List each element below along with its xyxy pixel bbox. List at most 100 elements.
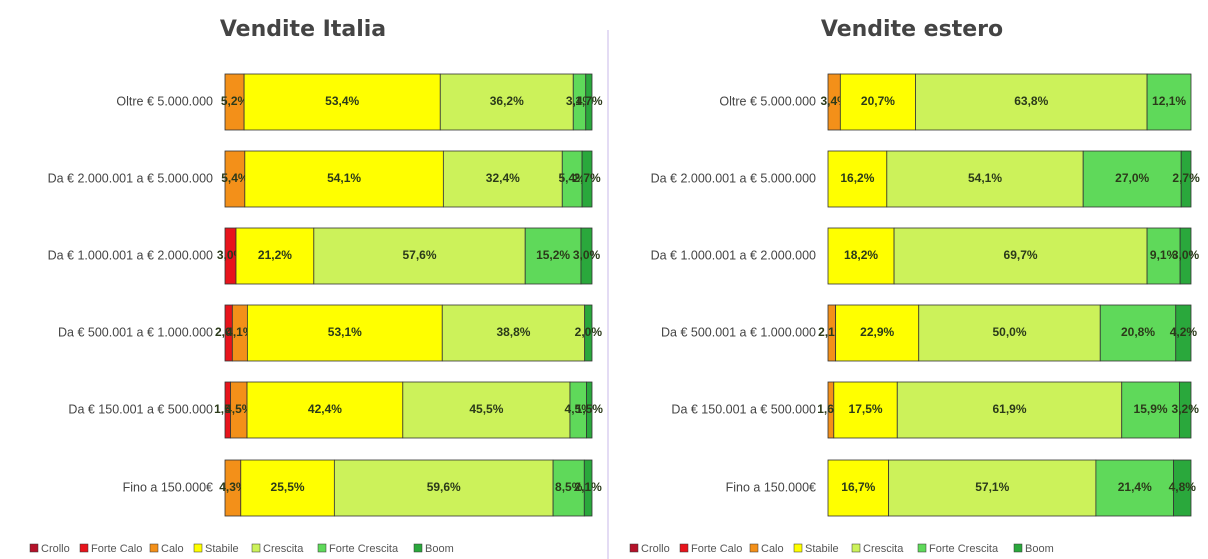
legend-label: Forte Crescita bbox=[329, 543, 399, 555]
value-label: 21,2% bbox=[258, 248, 292, 262]
value-label: 16,2% bbox=[840, 171, 874, 185]
value-label: 4,5% bbox=[225, 402, 253, 416]
bar-segment bbox=[1173, 459, 1192, 517]
bar-segment bbox=[246, 381, 404, 439]
bar-segment bbox=[1175, 304, 1192, 362]
category-label: Da € 1.000.001 a € 2.000.000 bbox=[48, 248, 213, 262]
legend-label: Calo bbox=[161, 543, 184, 555]
value-label: 20,8% bbox=[1121, 325, 1155, 339]
bar-segment bbox=[896, 381, 1123, 439]
bar-segment bbox=[888, 459, 1097, 517]
legend-swatch bbox=[149, 543, 159, 553]
value-label: 2,7% bbox=[573, 171, 601, 185]
value-label: 17,5% bbox=[849, 402, 883, 416]
legend-label: Calo bbox=[761, 543, 784, 555]
chart-title: Vendite estero bbox=[821, 17, 1003, 42]
bar-segment bbox=[1121, 381, 1180, 439]
bar-segment bbox=[235, 227, 315, 285]
legend-label: Boom bbox=[1025, 543, 1054, 555]
bar-segment bbox=[586, 381, 593, 439]
value-label: 25,5% bbox=[271, 480, 305, 494]
legend-swatch bbox=[629, 543, 639, 553]
value-label: 3,0% bbox=[573, 248, 601, 262]
bar-segment bbox=[243, 73, 441, 131]
legend-swatch bbox=[317, 543, 327, 553]
value-label: 54,1% bbox=[327, 171, 361, 185]
bar-segment bbox=[1082, 150, 1182, 208]
bar-segment bbox=[1180, 150, 1192, 208]
value-label: 20,7% bbox=[861, 94, 895, 108]
value-label: 9,1% bbox=[1150, 248, 1178, 262]
bar-segment bbox=[1178, 381, 1192, 439]
bar-segment bbox=[584, 304, 593, 362]
value-label: 1,7% bbox=[575, 94, 603, 108]
category-label: Oltre € 5.000.000 bbox=[116, 94, 213, 108]
value-label: 4,8% bbox=[1169, 480, 1197, 494]
value-label: 4,5% bbox=[565, 402, 593, 416]
value-label: 61,9% bbox=[992, 402, 1026, 416]
value-label: 16,7% bbox=[841, 480, 875, 494]
value-label: 4,1% bbox=[226, 325, 254, 339]
value-label: 59,6% bbox=[427, 480, 461, 494]
value-label: 45,5% bbox=[469, 402, 503, 416]
value-label: 50,0% bbox=[992, 325, 1026, 339]
bar-segment bbox=[402, 381, 571, 439]
value-label: 8,5% bbox=[555, 480, 583, 494]
legend-swatch bbox=[29, 543, 39, 553]
bar-segment bbox=[827, 459, 890, 517]
legend-swatch bbox=[749, 543, 759, 553]
category-label: Da € 1.000.001 a € 2.000.000 bbox=[651, 248, 816, 262]
bar-segment bbox=[313, 227, 526, 285]
value-label: 32,4% bbox=[486, 171, 520, 185]
value-label: 63,8% bbox=[1014, 94, 1048, 108]
value-label: 5,4% bbox=[559, 171, 587, 185]
value-label: 4,2% bbox=[1170, 325, 1198, 339]
bar-segment bbox=[918, 304, 1101, 362]
legend-label: Boom bbox=[425, 543, 454, 555]
bar-segment bbox=[833, 381, 898, 439]
value-label: 1,5% bbox=[576, 402, 604, 416]
value-label: 38,8% bbox=[496, 325, 530, 339]
value-label: 53,4% bbox=[325, 94, 359, 108]
bar-segment bbox=[839, 73, 916, 131]
value-label: 36,2% bbox=[490, 94, 524, 108]
value-label: 4,3% bbox=[219, 480, 247, 494]
category-label: Da € 500.001 a € 1.000.000 bbox=[58, 325, 213, 339]
legend-swatch bbox=[193, 543, 203, 553]
value-label: 15,2% bbox=[536, 248, 570, 262]
legend-label: Crollo bbox=[41, 543, 70, 555]
value-label: 21,4% bbox=[1118, 480, 1152, 494]
bar-segment bbox=[827, 150, 888, 208]
bar-segment bbox=[240, 459, 335, 517]
legend-label: Crollo bbox=[641, 543, 670, 555]
chart-title: Vendite Italia bbox=[220, 17, 386, 42]
value-label: 3,0% bbox=[1172, 248, 1200, 262]
bar-segment bbox=[580, 227, 593, 285]
category-label: Da € 150.001 a € 500.000 bbox=[671, 402, 816, 416]
value-label: 18,2% bbox=[844, 248, 878, 262]
value-label: 2,7% bbox=[1172, 171, 1200, 185]
value-label: 57,1% bbox=[975, 480, 1009, 494]
bar-segment bbox=[581, 150, 593, 208]
legend-swatch bbox=[413, 543, 423, 553]
category-label: Fino a 150.000€ bbox=[726, 480, 816, 494]
legend-swatch bbox=[251, 543, 261, 553]
value-label: 3,2% bbox=[1172, 402, 1200, 416]
value-label: 2,0% bbox=[575, 325, 603, 339]
bar-segment bbox=[915, 73, 1148, 131]
bar-segment bbox=[1179, 227, 1192, 285]
value-label: 5,2% bbox=[221, 94, 249, 108]
bar-segment bbox=[552, 459, 585, 517]
value-label: 12,1% bbox=[1152, 94, 1186, 108]
value-label: 27,0% bbox=[1115, 171, 1149, 185]
legend-label: Crescita bbox=[863, 543, 904, 555]
legend-swatch bbox=[851, 543, 861, 553]
value-label: 54,1% bbox=[968, 171, 1002, 185]
bar-segment bbox=[524, 227, 582, 285]
legend-swatch bbox=[79, 543, 89, 553]
bar-segment bbox=[1099, 304, 1177, 362]
legend-swatch bbox=[1013, 543, 1023, 553]
bar-segment bbox=[442, 150, 563, 208]
